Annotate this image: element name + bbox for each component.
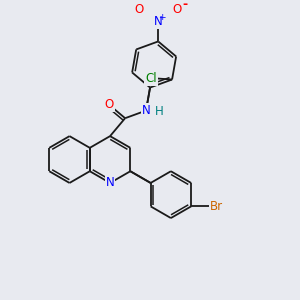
Text: N: N <box>106 176 114 189</box>
Text: H: H <box>155 106 164 118</box>
Text: O: O <box>172 3 182 16</box>
Text: +: + <box>158 13 166 22</box>
Text: N: N <box>154 15 163 28</box>
Text: Br: Br <box>210 200 223 213</box>
Text: N: N <box>142 104 150 117</box>
Text: O: O <box>104 98 114 111</box>
Text: O: O <box>135 3 144 16</box>
Text: -: - <box>183 0 188 11</box>
Text: Cl: Cl <box>145 72 157 85</box>
